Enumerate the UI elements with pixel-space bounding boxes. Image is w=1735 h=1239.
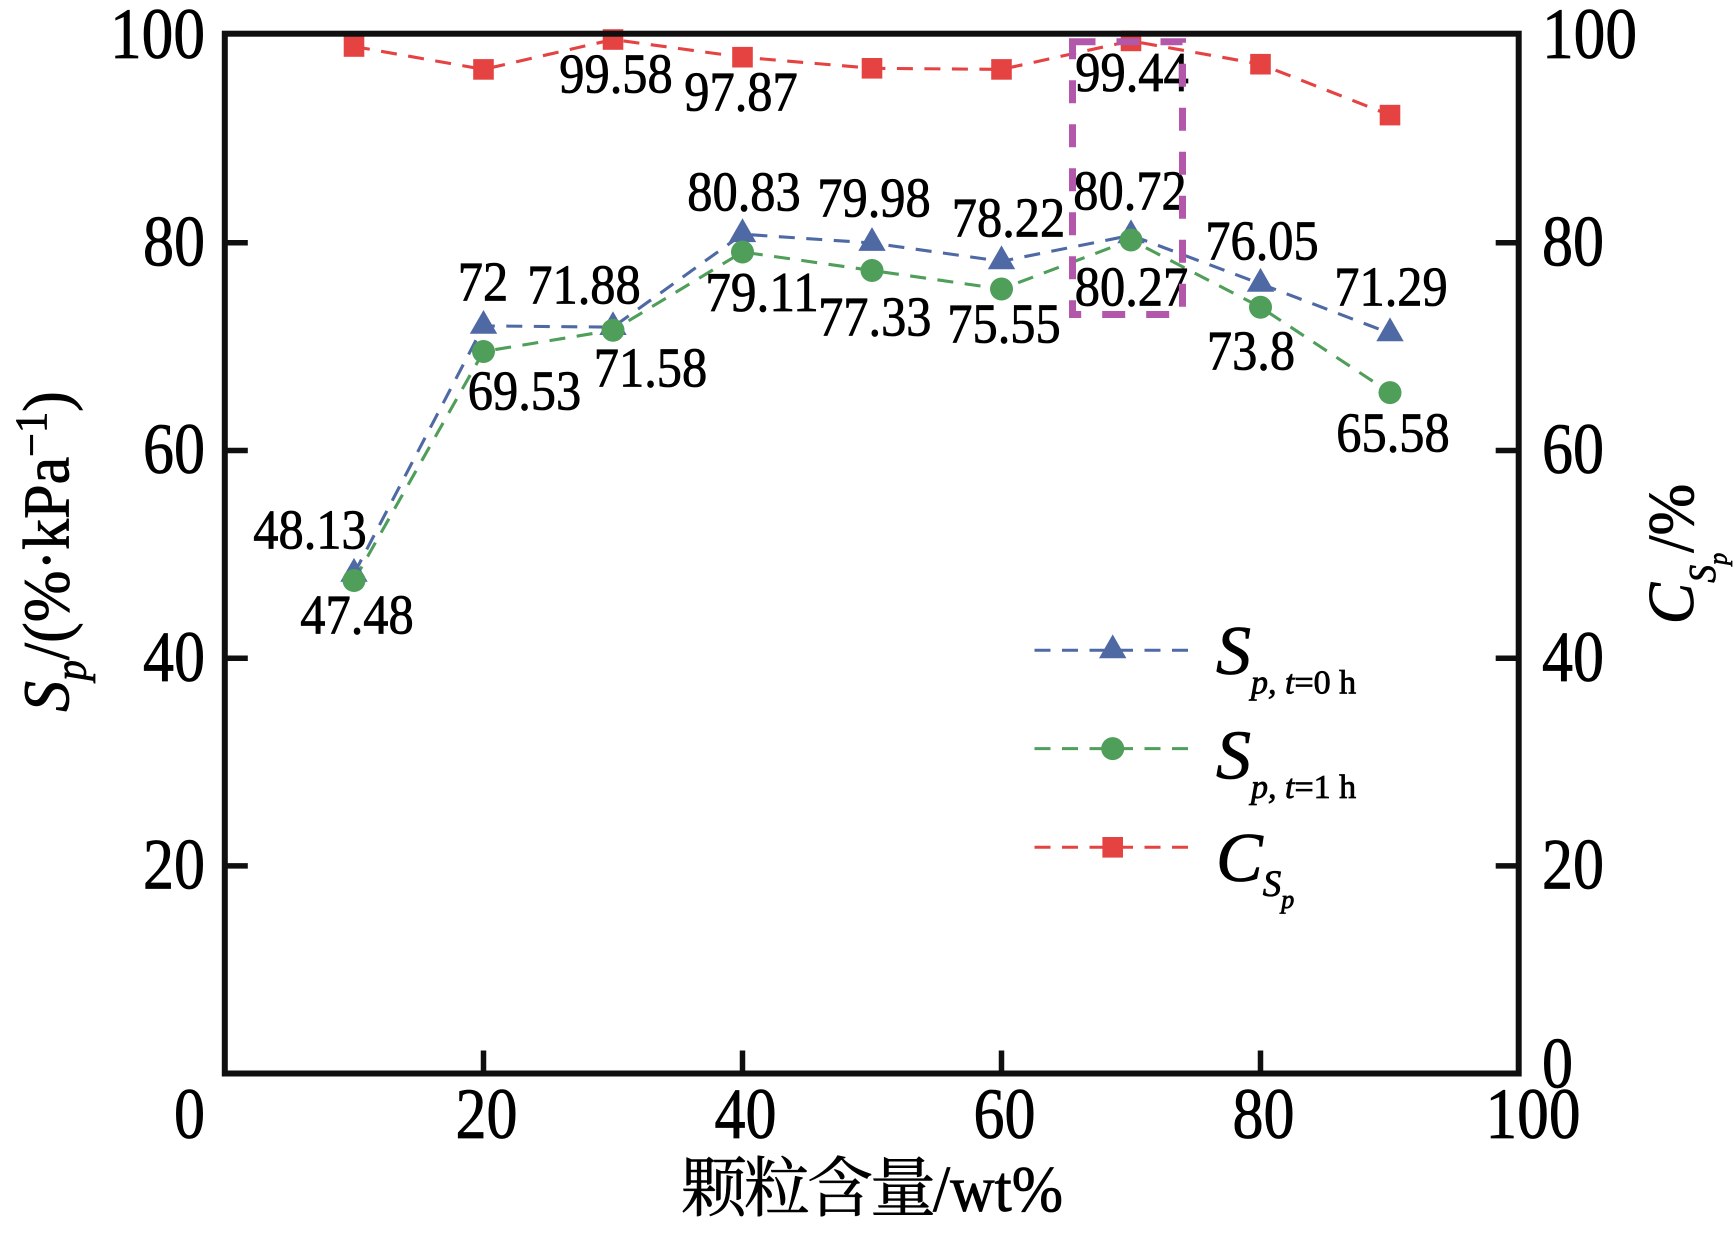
svg-text:100: 100 [1486,1074,1581,1154]
svg-text:80.72: 80.72 [1073,161,1186,223]
svg-text:20: 20 [1542,825,1604,905]
svg-text:40: 40 [143,617,205,697]
svg-text:60: 60 [974,1074,1036,1154]
svg-text:80.27: 80.27 [1075,257,1188,319]
svg-text:Sp/(%·kPa−1): Sp/(%·kPa−1) [7,391,95,712]
svg-text:79.11: 79.11 [705,262,818,324]
svg-text:CSp/%: CSp/% [1634,484,1732,624]
svg-text:47.48: 47.48 [300,585,413,647]
svg-text:80: 80 [1542,202,1604,282]
svg-text:100: 100 [110,0,205,74]
svg-text:71.88: 71.88 [527,255,640,317]
svg-text:71.29: 71.29 [1334,257,1447,319]
svg-text:75.55: 75.55 [947,294,1060,356]
svg-text:79.98: 79.98 [817,168,930,230]
svg-text:69.53: 69.53 [468,361,581,423]
svg-text:80: 80 [1233,1074,1295,1154]
svg-text:60: 60 [143,409,205,489]
svg-text:20: 20 [143,825,205,905]
svg-text:40: 40 [1542,617,1604,697]
svg-text:/wt%: /wt% [933,1153,1063,1226]
svg-text:77.33: 77.33 [818,287,931,349]
svg-text:0: 0 [174,1074,205,1154]
svg-text:80: 80 [143,202,205,282]
svg-text:97.87: 97.87 [684,62,797,124]
svg-text:80.83: 80.83 [687,161,800,223]
svg-text:60: 60 [1542,409,1604,489]
svg-text:99.58: 99.58 [559,44,672,106]
svg-text:100: 100 [1542,0,1637,74]
svg-text:48.13: 48.13 [253,500,366,562]
svg-text:73.8: 73.8 [1207,321,1295,383]
svg-text:78.22: 78.22 [952,188,1065,250]
svg-text:99.44: 99.44 [1075,42,1188,104]
svg-text:40: 40 [715,1074,777,1154]
svg-text:20: 20 [456,1074,518,1154]
svg-text:76.05: 76.05 [1205,211,1318,273]
svg-text:65.58: 65.58 [1336,403,1449,465]
svg-text:0: 0 [1542,1024,1573,1104]
svg-text:71.58: 71.58 [594,338,707,400]
svg-text:72: 72 [458,252,508,314]
